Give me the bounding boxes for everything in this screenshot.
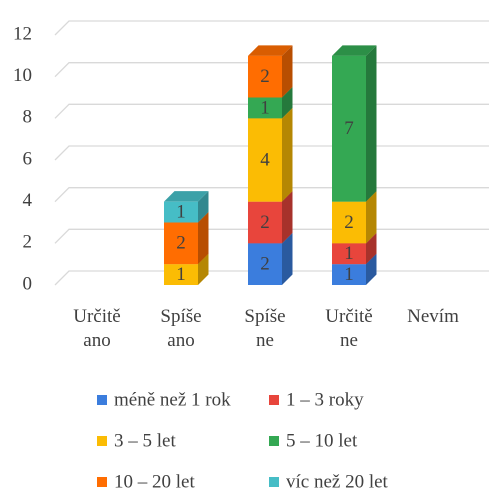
bar-top <box>248 45 293 56</box>
data-label: 1 <box>344 243 354 264</box>
bar-front <box>248 55 282 98</box>
legend-label: 1 – 3 roky <box>286 389 364 410</box>
data-label: 1 <box>344 264 354 285</box>
legend-swatch <box>97 477 107 487</box>
bar-segment <box>164 191 209 223</box>
bar-front <box>332 201 366 244</box>
legend-swatch <box>97 436 107 446</box>
x-tick-label: Nevím <box>407 306 459 327</box>
data-label: 2 <box>344 212 354 233</box>
y-tick-label: 6 <box>23 148 33 169</box>
bar-front <box>332 264 366 285</box>
legend-label: 5 – 10 let <box>286 430 358 451</box>
y-tick-label: 10 <box>13 65 32 86</box>
bar-front <box>164 264 198 285</box>
bar-side <box>366 253 377 285</box>
bar-front <box>332 243 366 265</box>
bar-segment <box>248 107 293 202</box>
data-label: 2 <box>260 254 270 275</box>
bar-front <box>248 118 282 202</box>
bar-top <box>164 191 209 202</box>
bar-front <box>248 97 282 119</box>
bar-side <box>282 232 293 285</box>
bar-front <box>248 243 282 285</box>
data-label: 2 <box>260 66 270 87</box>
legend-label: 10 – 20 let <box>114 471 195 492</box>
data-label: 1 <box>260 97 270 118</box>
y-tick-label: 12 <box>13 23 32 44</box>
y-tick-label: 4 <box>23 190 33 211</box>
bar-front <box>164 201 198 223</box>
bar-segment <box>248 45 293 98</box>
legend-swatch <box>269 436 279 446</box>
data-label: 2 <box>176 233 186 254</box>
legend-swatch <box>269 395 279 405</box>
bar-segment <box>332 45 377 202</box>
bar-side <box>198 253 209 285</box>
data-label: 1 <box>176 201 186 222</box>
x-tick-label: Spíše ne <box>244 306 285 351</box>
legend-swatch <box>269 477 279 487</box>
y-tick-label: 2 <box>23 232 33 253</box>
data-label: 7 <box>344 118 354 139</box>
bar-front <box>332 55 366 202</box>
x-tick-label: Určitě ano <box>73 306 120 351</box>
x-tick-label: Spíše ano <box>160 306 201 351</box>
legend-label: 3 – 5 let <box>114 430 176 451</box>
bar-front <box>164 222 198 265</box>
bar-side <box>282 107 293 202</box>
legend-label: méně než 1 rok <box>114 389 231 410</box>
bar-front <box>248 201 282 244</box>
bar-side <box>282 87 293 119</box>
bar-side <box>366 45 377 202</box>
legend-label: víc než 20 let <box>286 471 389 492</box>
data-label: 1 <box>176 264 186 285</box>
bar-side <box>282 45 293 98</box>
bar-side <box>366 232 377 265</box>
bar-side <box>366 191 377 244</box>
y-tick-label: 0 <box>23 273 33 294</box>
y-tick-label: 8 <box>23 107 33 128</box>
data-label: 4 <box>260 149 270 170</box>
data-label: 2 <box>260 212 270 233</box>
x-tick-label: Určitě ne <box>325 306 372 351</box>
bar-side <box>282 191 293 244</box>
bar-top <box>332 45 377 56</box>
grid-line <box>54 20 489 36</box>
legend-swatch <box>97 395 107 405</box>
bar-side <box>198 212 209 265</box>
bar-side <box>198 191 209 223</box>
